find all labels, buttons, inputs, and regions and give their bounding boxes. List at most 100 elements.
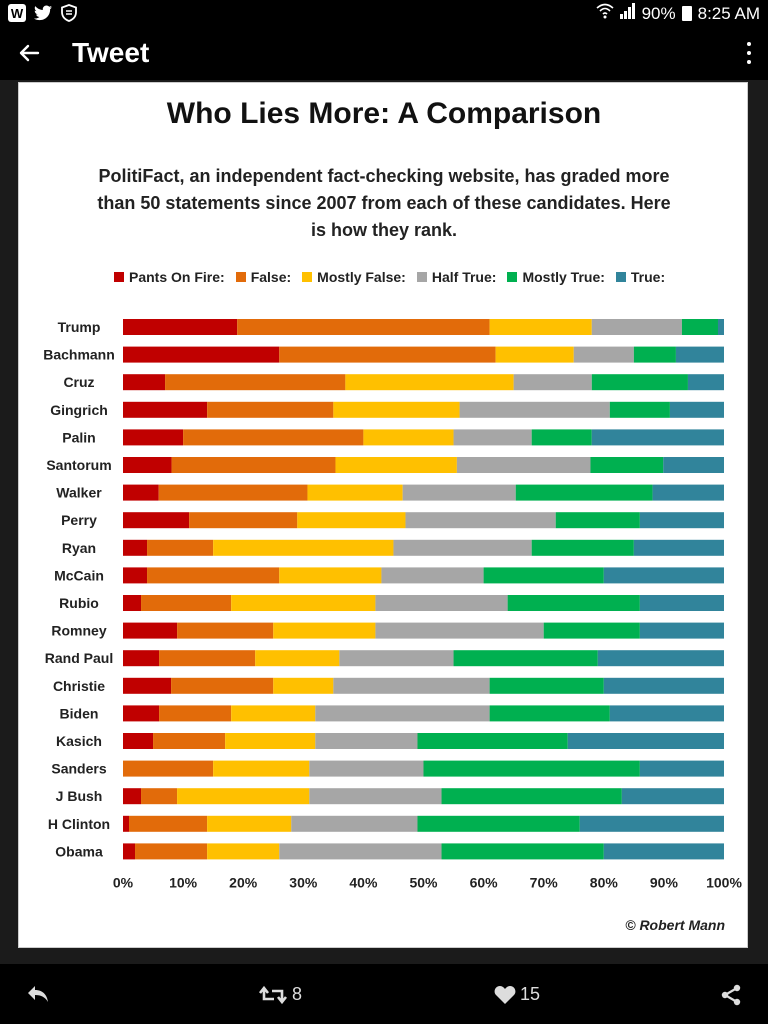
bar-segment xyxy=(489,705,610,722)
back-arrow-icon[interactable] xyxy=(16,40,42,66)
bar-segment xyxy=(123,457,172,473)
bar-segment xyxy=(273,677,334,694)
category-label: Obama xyxy=(55,843,103,859)
bar-segment xyxy=(507,595,640,611)
battery-percent: 90% xyxy=(641,3,676,23)
like-button[interactable]: 15 xyxy=(494,984,540,1005)
twitter-icon xyxy=(34,4,52,22)
bar-segment xyxy=(123,677,172,694)
category-label: Christie xyxy=(53,678,105,694)
bar-segment xyxy=(165,374,346,391)
chart-plot: Trump Bachmann Cruz Gingrich Palin Santorum Wa… xyxy=(43,319,742,890)
bar-segment xyxy=(441,788,622,805)
chart-subtitle: PolitiFact, an independent fact-checking… xyxy=(97,166,671,240)
legend-swatch xyxy=(235,272,246,282)
status-bar: W 90% 8:25 AM xyxy=(0,0,768,28)
bar-segment xyxy=(609,705,724,722)
bar-segment xyxy=(123,788,142,805)
category-label: Palin xyxy=(62,429,95,445)
category-label: Trump xyxy=(58,319,101,335)
bar-segment xyxy=(591,374,688,391)
bar-segment xyxy=(147,539,214,556)
bar-segment xyxy=(123,539,148,556)
bar-segment xyxy=(123,760,214,777)
tweet-actions-bar: 8 15 xyxy=(0,964,768,1024)
bar-segment xyxy=(375,595,508,611)
share-button[interactable] xyxy=(720,984,742,1006)
shield-icon xyxy=(60,4,78,22)
bar-segment xyxy=(597,650,724,667)
bar-segment xyxy=(405,512,556,529)
category-label: Cruz xyxy=(63,374,94,390)
bar-segment xyxy=(515,484,653,501)
bar-segment xyxy=(609,401,670,418)
x-tick-label: 80% xyxy=(590,874,619,890)
bar-segment xyxy=(123,319,238,335)
bar-segment xyxy=(123,429,184,446)
bar-segment xyxy=(495,346,574,363)
bar-segment xyxy=(158,484,308,501)
bar-segment xyxy=(675,346,724,363)
bar-segment xyxy=(297,512,406,529)
category-label: Sanders xyxy=(51,761,106,777)
bar-segment xyxy=(591,319,682,335)
legend-swatch xyxy=(615,272,626,282)
w-app-icon: W xyxy=(8,4,26,22)
bar-segment xyxy=(183,429,364,446)
retweet-button[interactable]: 8 xyxy=(258,984,302,1005)
bar-segment xyxy=(573,346,634,363)
bar-segment xyxy=(135,843,208,860)
heart-icon xyxy=(494,985,516,1004)
bar-segment xyxy=(621,788,724,805)
bar-segment xyxy=(603,843,724,860)
signal-icon xyxy=(619,3,636,24)
legend-item: True: xyxy=(615,269,665,285)
bar-segment xyxy=(489,677,604,694)
x-tick-label: 70% xyxy=(530,874,559,890)
bar-segment xyxy=(603,567,724,584)
bar-segment xyxy=(333,401,460,418)
bar-segment xyxy=(171,457,336,473)
bar-segment xyxy=(273,622,376,639)
category-label: J Bush xyxy=(56,788,103,804)
bar-segment xyxy=(147,567,280,584)
legend-swatch xyxy=(302,272,313,282)
bar-segment xyxy=(639,622,724,639)
bar-segment xyxy=(393,539,532,556)
status-left-icons: W xyxy=(8,4,78,22)
more-options-icon[interactable] xyxy=(746,42,752,64)
legend-label: Mostly False: xyxy=(317,269,406,285)
bar-segment xyxy=(441,843,604,860)
bar-segment xyxy=(309,760,424,777)
category-label: Walker xyxy=(56,485,102,501)
bar-segment xyxy=(375,622,544,639)
bar-segment xyxy=(483,567,604,584)
bar-segment xyxy=(123,733,154,749)
bar-segment xyxy=(652,484,724,501)
legend-item: Mostly True: xyxy=(507,269,605,285)
bar-segment xyxy=(129,815,208,832)
bar-segment xyxy=(141,788,178,805)
bar-segment xyxy=(402,484,516,501)
bar-segment xyxy=(123,622,178,639)
category-label: McCain xyxy=(54,567,104,583)
wifi-icon xyxy=(596,3,614,24)
bar-segment xyxy=(456,457,591,473)
legend-swatch xyxy=(114,272,124,282)
bar-segment xyxy=(339,650,454,667)
bar-segment xyxy=(333,677,490,694)
bar-segment xyxy=(639,760,724,777)
bar-segment xyxy=(123,843,136,860)
bar-segment xyxy=(417,733,568,749)
bar-segment xyxy=(567,733,724,749)
category-label: Bachmann xyxy=(43,347,115,363)
bar-segment xyxy=(213,539,394,556)
bar-segment xyxy=(590,457,664,473)
bar-segment xyxy=(423,760,640,777)
bar-segment xyxy=(543,622,640,639)
reply-button[interactable] xyxy=(26,984,50,1004)
category-label: Romney xyxy=(51,623,106,639)
bar-segment xyxy=(663,457,724,473)
bar-segment xyxy=(123,374,166,391)
bar-segment xyxy=(633,539,724,556)
